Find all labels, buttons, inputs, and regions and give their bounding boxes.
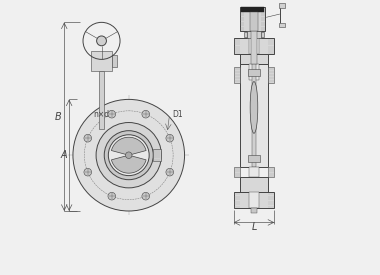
Bar <box>247 31 261 38</box>
Bar <box>234 67 240 83</box>
Polygon shape <box>111 155 146 173</box>
Circle shape <box>142 110 150 118</box>
Bar <box>240 54 268 64</box>
Bar <box>261 32 264 37</box>
Bar <box>252 64 256 167</box>
Bar <box>250 12 258 31</box>
Circle shape <box>84 168 92 176</box>
Bar <box>248 155 260 162</box>
Bar <box>244 32 247 37</box>
Polygon shape <box>111 137 146 155</box>
Bar <box>251 208 257 213</box>
Bar <box>249 38 259 54</box>
Bar <box>112 55 117 67</box>
Bar <box>234 38 274 54</box>
Text: D1: D1 <box>172 110 183 119</box>
Bar <box>248 69 260 76</box>
Circle shape <box>84 134 92 142</box>
Circle shape <box>166 168 174 176</box>
Ellipse shape <box>250 82 258 133</box>
Circle shape <box>108 110 116 118</box>
Circle shape <box>96 123 162 188</box>
Bar <box>241 7 264 12</box>
Text: n×d: n×d <box>93 110 109 119</box>
Circle shape <box>166 134 174 142</box>
Text: A: A <box>61 150 68 160</box>
Bar <box>251 31 257 64</box>
Circle shape <box>108 135 149 176</box>
Bar <box>249 192 259 208</box>
Bar <box>153 149 161 161</box>
Bar <box>240 177 268 192</box>
Text: B: B <box>55 112 62 122</box>
Bar <box>234 167 240 177</box>
Circle shape <box>125 152 132 158</box>
Text: L: L <box>251 222 256 232</box>
Bar <box>91 51 112 72</box>
Bar <box>241 7 265 31</box>
Bar <box>268 67 274 83</box>
Bar <box>268 167 274 177</box>
Circle shape <box>73 99 185 211</box>
Bar <box>249 167 259 177</box>
Bar <box>99 72 104 129</box>
Circle shape <box>142 192 150 200</box>
Circle shape <box>108 192 116 200</box>
Bar <box>240 64 268 167</box>
Bar <box>249 64 259 80</box>
Circle shape <box>104 131 153 180</box>
Circle shape <box>97 36 106 46</box>
Bar <box>279 3 285 7</box>
Bar <box>234 192 274 208</box>
Bar <box>279 23 285 27</box>
